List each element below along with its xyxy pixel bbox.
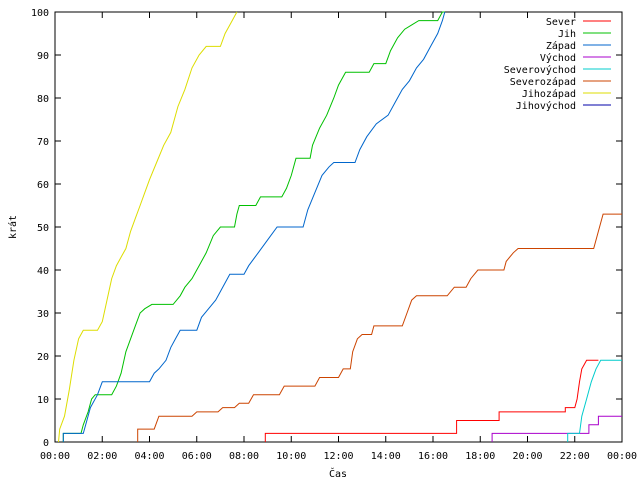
y-tick-label: 20 xyxy=(37,352,49,363)
x-tick-label: 00:00 xyxy=(40,451,70,462)
y-tick-label: 10 xyxy=(37,395,49,406)
x-tick-label: 14:00 xyxy=(371,451,401,462)
legend-label: Jihovýchod xyxy=(516,100,576,112)
x-tick-label: 00:00 xyxy=(607,451,637,462)
series-line xyxy=(567,359,622,442)
x-tick-label: 06:00 xyxy=(182,451,212,462)
x-tick-label: 12:00 xyxy=(323,451,353,462)
series-line xyxy=(62,11,446,442)
x-tick-label: 16:00 xyxy=(418,451,448,462)
series-line xyxy=(264,359,599,442)
series-line xyxy=(62,11,445,442)
legend-label: Jihozápad xyxy=(522,88,576,100)
y-tick-label: 100 xyxy=(31,8,49,19)
series-line xyxy=(58,11,238,443)
x-tick-label: 20:00 xyxy=(512,451,542,462)
x-tick-label: 22:00 xyxy=(560,451,590,462)
x-tick-label: 02:00 xyxy=(87,451,117,462)
legend-label: Severovýchod xyxy=(504,64,576,76)
legend-label: Západ xyxy=(546,40,576,52)
legend-label: Severozápad xyxy=(510,76,576,88)
y-tick-label: 50 xyxy=(37,223,49,234)
axis-ticks: 0 10 20 30 40 50 60 70 80 90 100 00:00 02:00 04:00 06:… xyxy=(31,8,637,462)
x-tick-label: 18:00 xyxy=(465,451,495,462)
y-tick-label: 80 xyxy=(37,94,49,105)
y-tick-label: 0 xyxy=(43,438,49,449)
legend-label: Sever xyxy=(546,17,576,28)
y-tick-label: 60 xyxy=(37,180,49,191)
x-tick-label: 10:00 xyxy=(276,451,306,462)
y-tick-label: 40 xyxy=(37,266,49,277)
series-line xyxy=(137,213,622,442)
series-lines xyxy=(58,11,622,443)
y-tick-label: 30 xyxy=(37,309,49,320)
y-tick-label: 90 xyxy=(37,51,49,62)
series-line xyxy=(491,415,622,442)
x-tick-label: 04:00 xyxy=(134,451,164,462)
y-axis-title: krát xyxy=(7,215,19,239)
legend-label: Východ xyxy=(540,52,576,64)
x-tick-label: 08:00 xyxy=(229,451,259,462)
x-axis-title: Čas xyxy=(329,467,347,480)
legend-label: Jih xyxy=(558,29,576,40)
legend: SeverJihZápadVýchodSeverovýchodSeverozáp… xyxy=(504,17,611,112)
y-tick-label: 70 xyxy=(37,137,49,148)
